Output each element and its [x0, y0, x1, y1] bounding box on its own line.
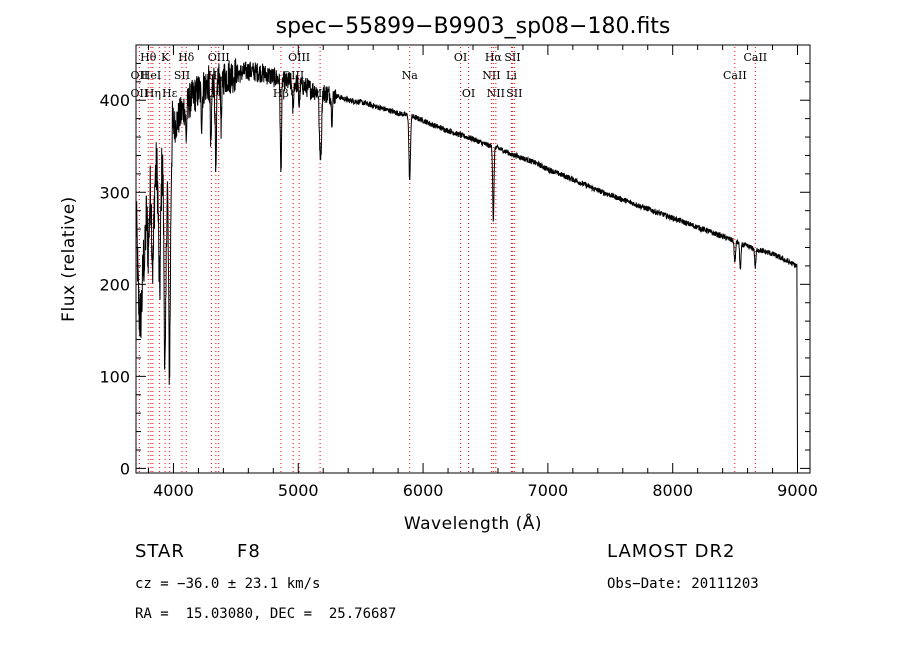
spectral-line-label: OIII: [288, 51, 310, 64]
spectral-line-label: Li: [506, 69, 517, 82]
object-subclass: F8: [237, 541, 261, 562]
redshift-velocity: cz = −36.0 ± 23.1 km/s: [135, 576, 321, 592]
x-tick-label: 7000: [528, 481, 569, 500]
x-tick-label: 8000: [652, 481, 693, 500]
spectral-line-label: OII: [131, 87, 149, 100]
line-markers: [138, 47, 756, 473]
y-tick-label: 300: [99, 183, 130, 202]
x-axis-ticks: 4000 5000 6000 7000 8000 9000: [147, 45, 818, 500]
chart-title: spec−55899−B9903_sp08−180.fits: [276, 14, 671, 39]
survey-name: LAMOST DR2: [607, 541, 736, 562]
spectral-line-label: Hα: [485, 51, 503, 64]
object-class: STAR: [135, 541, 185, 562]
y-tick-label: 400: [99, 91, 130, 110]
y-axis-label: Flux (relative): [59, 196, 79, 322]
spectral-line-label: SII: [506, 87, 522, 100]
x-tick-label: 4000: [153, 481, 194, 500]
spectral-line-label: Hε: [162, 87, 178, 100]
x-axis-label: Wavelength (Å): [404, 512, 542, 534]
spectral-line-label: CaII: [723, 69, 747, 82]
plot-frame: [135, 44, 811, 474]
spectrum-line: [135, 58, 798, 469]
spectral-line-label: CaII: [743, 51, 767, 64]
spectral-line-label: SII: [504, 51, 520, 64]
spectral-line-label: Hβ: [273, 87, 289, 100]
spectral-line-label: Hθ: [140, 51, 157, 64]
spectral-line-label: OI: [462, 87, 475, 100]
x-tick-label: 9000: [777, 481, 818, 500]
y-axis-ticks: 0 100 200 300 400: [99, 62, 810, 478]
spectral-line-label: Na: [402, 69, 419, 82]
spectral-line-label: OI: [454, 51, 467, 64]
spectral-line-label: OIII: [208, 51, 230, 64]
y-tick-label: 0: [120, 459, 130, 478]
x-tick-label: 6000: [403, 481, 444, 500]
x-tick-label: 5000: [278, 481, 319, 500]
spectral-line-label: NII: [487, 87, 505, 100]
observation-date: Obs−Date: 20111203: [607, 576, 759, 592]
spectral-line-label: HeI: [141, 69, 161, 82]
spectral-line-label: SII: [174, 69, 190, 82]
coordinates: RA = 15.03080, DEC = 25.76687: [135, 606, 397, 622]
spectral-line-label: OII: [131, 69, 149, 82]
spectral-line-label: NII: [482, 69, 500, 82]
y-tick-label: 100: [99, 367, 130, 386]
spectral-line-label: G: [207, 87, 216, 100]
spectral-line-label: K: [161, 51, 170, 64]
spectral-line-label: Hδ: [178, 51, 195, 64]
y-tick-label: 200: [99, 275, 130, 294]
spectral-line-label: Hη: [145, 87, 161, 100]
